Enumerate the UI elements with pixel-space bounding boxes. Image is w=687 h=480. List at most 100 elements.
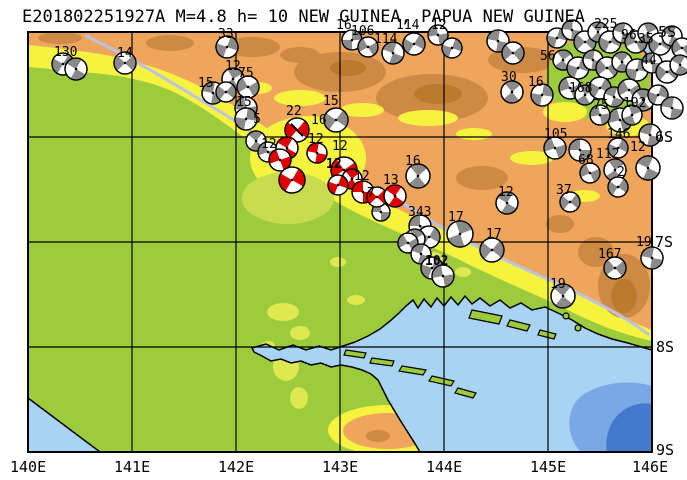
depth-label: 12 [630, 140, 646, 155]
depth-label: 14 [117, 46, 133, 61]
focal-mechanism-gray [341, 29, 363, 51]
depth-label: 15 [236, 95, 252, 110]
depth-label: 105 [544, 127, 567, 142]
focal-mechanism-gray [495, 191, 519, 215]
focal-mechanism-red [268, 148, 292, 172]
depth-label: 68 [578, 153, 594, 168]
focal-mechanism-gray [113, 51, 137, 75]
depth-label: 37 [556, 183, 572, 198]
focal-mechanism-gray [607, 137, 629, 159]
focal-mechanism-gray [607, 176, 629, 198]
depth-label: 12 [431, 18, 447, 33]
depth-label: 112 [596, 147, 619, 162]
focal-mechanism-red [306, 142, 328, 164]
latitude-label: 6S [655, 128, 673, 146]
depth-label: 12 [308, 132, 324, 147]
focal-mechanism-gray [660, 96, 684, 120]
depth-label: 17 [448, 210, 464, 225]
depth-label: 168 [569, 81, 592, 96]
focal-mechanism-gray [431, 264, 455, 288]
depth-label: 167 [598, 247, 621, 262]
depth-label: 19 [636, 235, 652, 250]
depth-label: 22 [286, 104, 302, 119]
longitude-label: 145E [530, 458, 566, 476]
latitude-label: 8S [656, 338, 674, 356]
focal-mechanism-gray [579, 162, 601, 184]
focal-mechanism-gray [635, 155, 661, 181]
depth-label: 12 [354, 169, 370, 184]
focal-mechanism-gray [568, 138, 592, 162]
latitude-label: 5S [658, 23, 676, 41]
focal-mechanisms-layer [51, 19, 687, 309]
longitude-label: 144E [426, 458, 462, 476]
longitude-label: 146E [632, 458, 668, 476]
focal-mechanism-gray [669, 54, 687, 76]
focal-mechanism-gray [236, 75, 260, 99]
focal-mechanism-gray [603, 256, 627, 280]
depth-label: 2 [617, 165, 625, 180]
delta-islands [343, 309, 582, 399]
bathymetry-deep [606, 403, 652, 452]
depth-label: 12 [498, 185, 514, 200]
depth-label: 16 [405, 154, 421, 169]
focal-mechanism-gray [479, 237, 505, 263]
focal-mechanism-gray [215, 81, 237, 103]
central-river [386, 191, 650, 336]
focal-mechanism-gray [441, 37, 463, 59]
map-frame [27, 31, 653, 453]
focal-mechanism-red [327, 174, 349, 196]
focal-mechanism-gray [405, 163, 431, 189]
focal-mechanism-gray [446, 220, 474, 248]
depth-label: 192 [623, 96, 646, 111]
graticule-layer [27, 31, 653, 453]
depth-label: 33 [218, 27, 234, 42]
longitude-label: 142E [218, 458, 254, 476]
focal-mechanism-gray [357, 36, 379, 58]
focal-mechanism-gray [64, 57, 88, 81]
focal-mechanism-gray [559, 191, 581, 213]
focal-mechanism-red [366, 186, 388, 208]
depth-label: 75 [238, 66, 254, 81]
depth-label: 30 [501, 70, 517, 85]
focal-mechanism-gray [402, 32, 426, 56]
longitude-label: 140E [10, 458, 46, 476]
depth-label: 75 [593, 98, 609, 113]
depth-label: 17 [486, 227, 502, 242]
depth-label: 12 [261, 137, 277, 152]
depth-label: 12 [225, 59, 241, 74]
focal-mechanism-gray [323, 107, 349, 133]
depth-label: 15 [198, 76, 214, 91]
depth-label: 7 [367, 186, 375, 201]
focal-mechanism-gray [234, 107, 258, 131]
focal-mechanism-gray [640, 246, 664, 270]
depth-label: 16 [311, 113, 327, 128]
southwest-coast-water [28, 397, 102, 452]
axis-labels-layer: 5S 6S 7S 8S 9S 140E 141E 142E 143E 144E 145E 146E [10, 23, 676, 476]
depth-label: 16 [336, 18, 352, 33]
depth-label: 35 [638, 32, 654, 47]
focal-mechanism-gray [500, 80, 524, 104]
focal-mechanism-gray [621, 104, 643, 126]
main-event-x-marker [290, 123, 304, 137]
focal-mechanism-gray [501, 41, 525, 65]
focal-mechanism-gray [215, 35, 239, 59]
depth-label: 146 [607, 127, 630, 142]
focal-mechanism-gray [530, 83, 554, 107]
latitude-label: 7S [655, 233, 673, 251]
depth-label: 102 [425, 254, 448, 269]
focal-mechanism-gray [381, 41, 405, 65]
depth-label: 19 [550, 277, 566, 292]
depth-label: 16 [528, 75, 544, 90]
longitude-label: 143E [322, 458, 358, 476]
depth-label: 225 [594, 17, 617, 32]
latitude-label: 9S [656, 441, 674, 459]
depth-label: 13 [383, 173, 399, 188]
depth-label: 114 [396, 18, 420, 33]
focal-mechanism-gray [550, 283, 576, 309]
depth-label: 5 [253, 112, 261, 127]
depth-label: 106 [351, 24, 374, 39]
focal-mechanism-gray [638, 123, 662, 147]
